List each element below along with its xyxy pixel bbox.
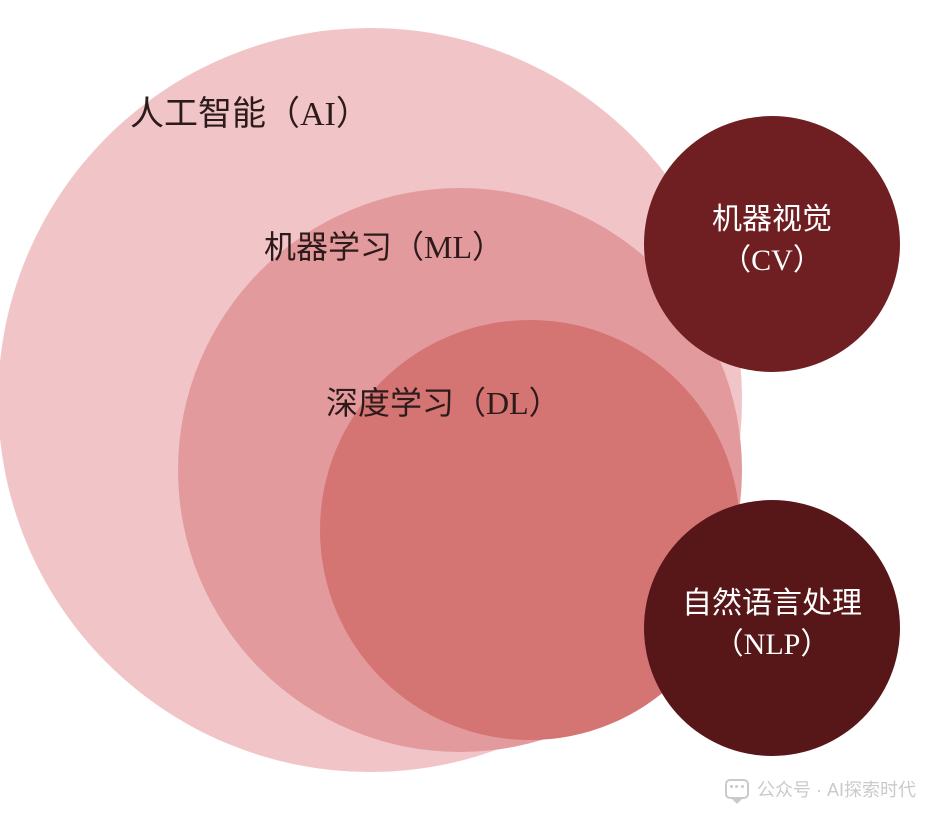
nlp-label-line1: 自然语言处理: [644, 584, 900, 625]
ml-label: 机器学习（ML）: [264, 222, 504, 268]
watermark-text: 公众号 · AI探索时代: [757, 776, 916, 802]
cv-label: 机器视觉 （CV）: [644, 200, 900, 281]
nlp-label: 自然语言处理 （NLP）: [644, 584, 900, 665]
cv-label-line2: （CV）: [644, 241, 900, 282]
chat-icon: [725, 779, 749, 799]
watermark: 公众号 · AI探索时代: [725, 776, 916, 802]
ai-label: 人工智能（AI）: [130, 86, 370, 135]
nlp-label-line2: （NLP）: [644, 625, 900, 666]
dl-label: 深度学习（DL）: [326, 378, 561, 424]
cv-label-line1: 机器视觉: [644, 200, 900, 241]
